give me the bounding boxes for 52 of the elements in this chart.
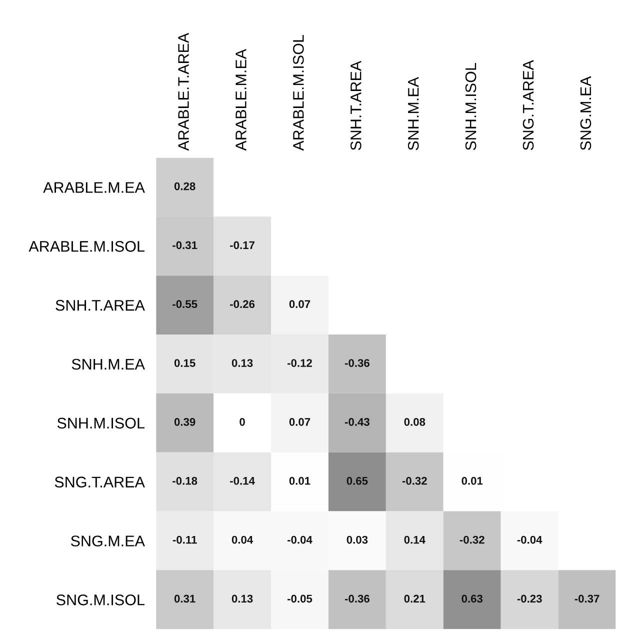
y-tick-label: SNG.M.ISOL (56, 594, 144, 606)
data-label: -0.05 (288, 594, 312, 603)
data-label: -0.11 (172, 536, 197, 544)
data-label: 0.13 (232, 594, 253, 603)
data-label: 0.31 (174, 594, 196, 603)
data-label: -0.37 (574, 594, 600, 603)
y-tick-label: SNG.M.EA (70, 536, 145, 546)
x-tick-label: ARABLE.T.AREA (178, 32, 189, 151)
data-label: 0.39 (174, 418, 196, 426)
x-tick-label: SNH.T.AREA (350, 60, 362, 150)
data-label: -0.32 (402, 476, 427, 485)
data-label: 0.01 (462, 476, 483, 485)
data-label: 0.21 (404, 594, 426, 603)
data-label: 0.04 (232, 536, 254, 544)
x-tick-label: SNG.M.EA (580, 76, 592, 150)
data-label: -0.23 (517, 594, 542, 603)
data-label: 0.07 (289, 300, 310, 308)
data-label: -0.04 (517, 536, 542, 544)
data-label: -0.12 (288, 359, 312, 367)
data-label: -0.55 (172, 300, 198, 308)
data-label: 0.63 (462, 594, 483, 603)
y-tick-label: SNH.T.AREA (56, 300, 145, 311)
x-tick-label: ARABLE.M.ISOL (293, 34, 304, 151)
data-label: 0.01 (289, 476, 310, 485)
data-label: 0.07 (289, 418, 310, 426)
data-label: -0.32 (460, 536, 484, 544)
data-label: -0.36 (344, 594, 370, 603)
y-tick-label: SNG.T.AREA (54, 476, 145, 488)
data-label: -0.17 (230, 241, 254, 250)
data-label: -0.18 (172, 476, 198, 485)
data-label: 0.08 (404, 418, 426, 426)
data-label: -0.36 (344, 359, 370, 367)
x-tick-label: SNH.M.EA (408, 76, 419, 150)
y-tick-label: ARABLE.M.EA (43, 182, 145, 193)
data-label: 0.14 (404, 536, 426, 544)
x-tick-label: SNG.T.AREA (522, 60, 534, 150)
x-tick-label: ARABLE.M.EA (236, 48, 246, 151)
data-label: -0.26 (230, 300, 255, 308)
data-label: 0.65 (346, 476, 368, 485)
data-label: 0.28 (174, 182, 196, 190)
y-tick-label: ARABLE.M.ISOL (28, 240, 144, 252)
y-tick-label: SNH.M.ISOL (57, 418, 144, 429)
data-label: 0 (240, 418, 245, 426)
data-label: -0.04 (288, 536, 312, 544)
y-tick-label: SNH.M.EA (72, 358, 145, 370)
data-label: 0.13 (232, 359, 253, 367)
data-label: -0.43 (344, 418, 370, 426)
data-label: 0.15 (174, 359, 196, 367)
data-label: -0.31 (172, 241, 198, 250)
x-tick-label: SNH.M.ISOL (465, 63, 476, 150)
data-label: -0.14 (230, 476, 255, 485)
data-label: 0.03 (346, 536, 368, 544)
